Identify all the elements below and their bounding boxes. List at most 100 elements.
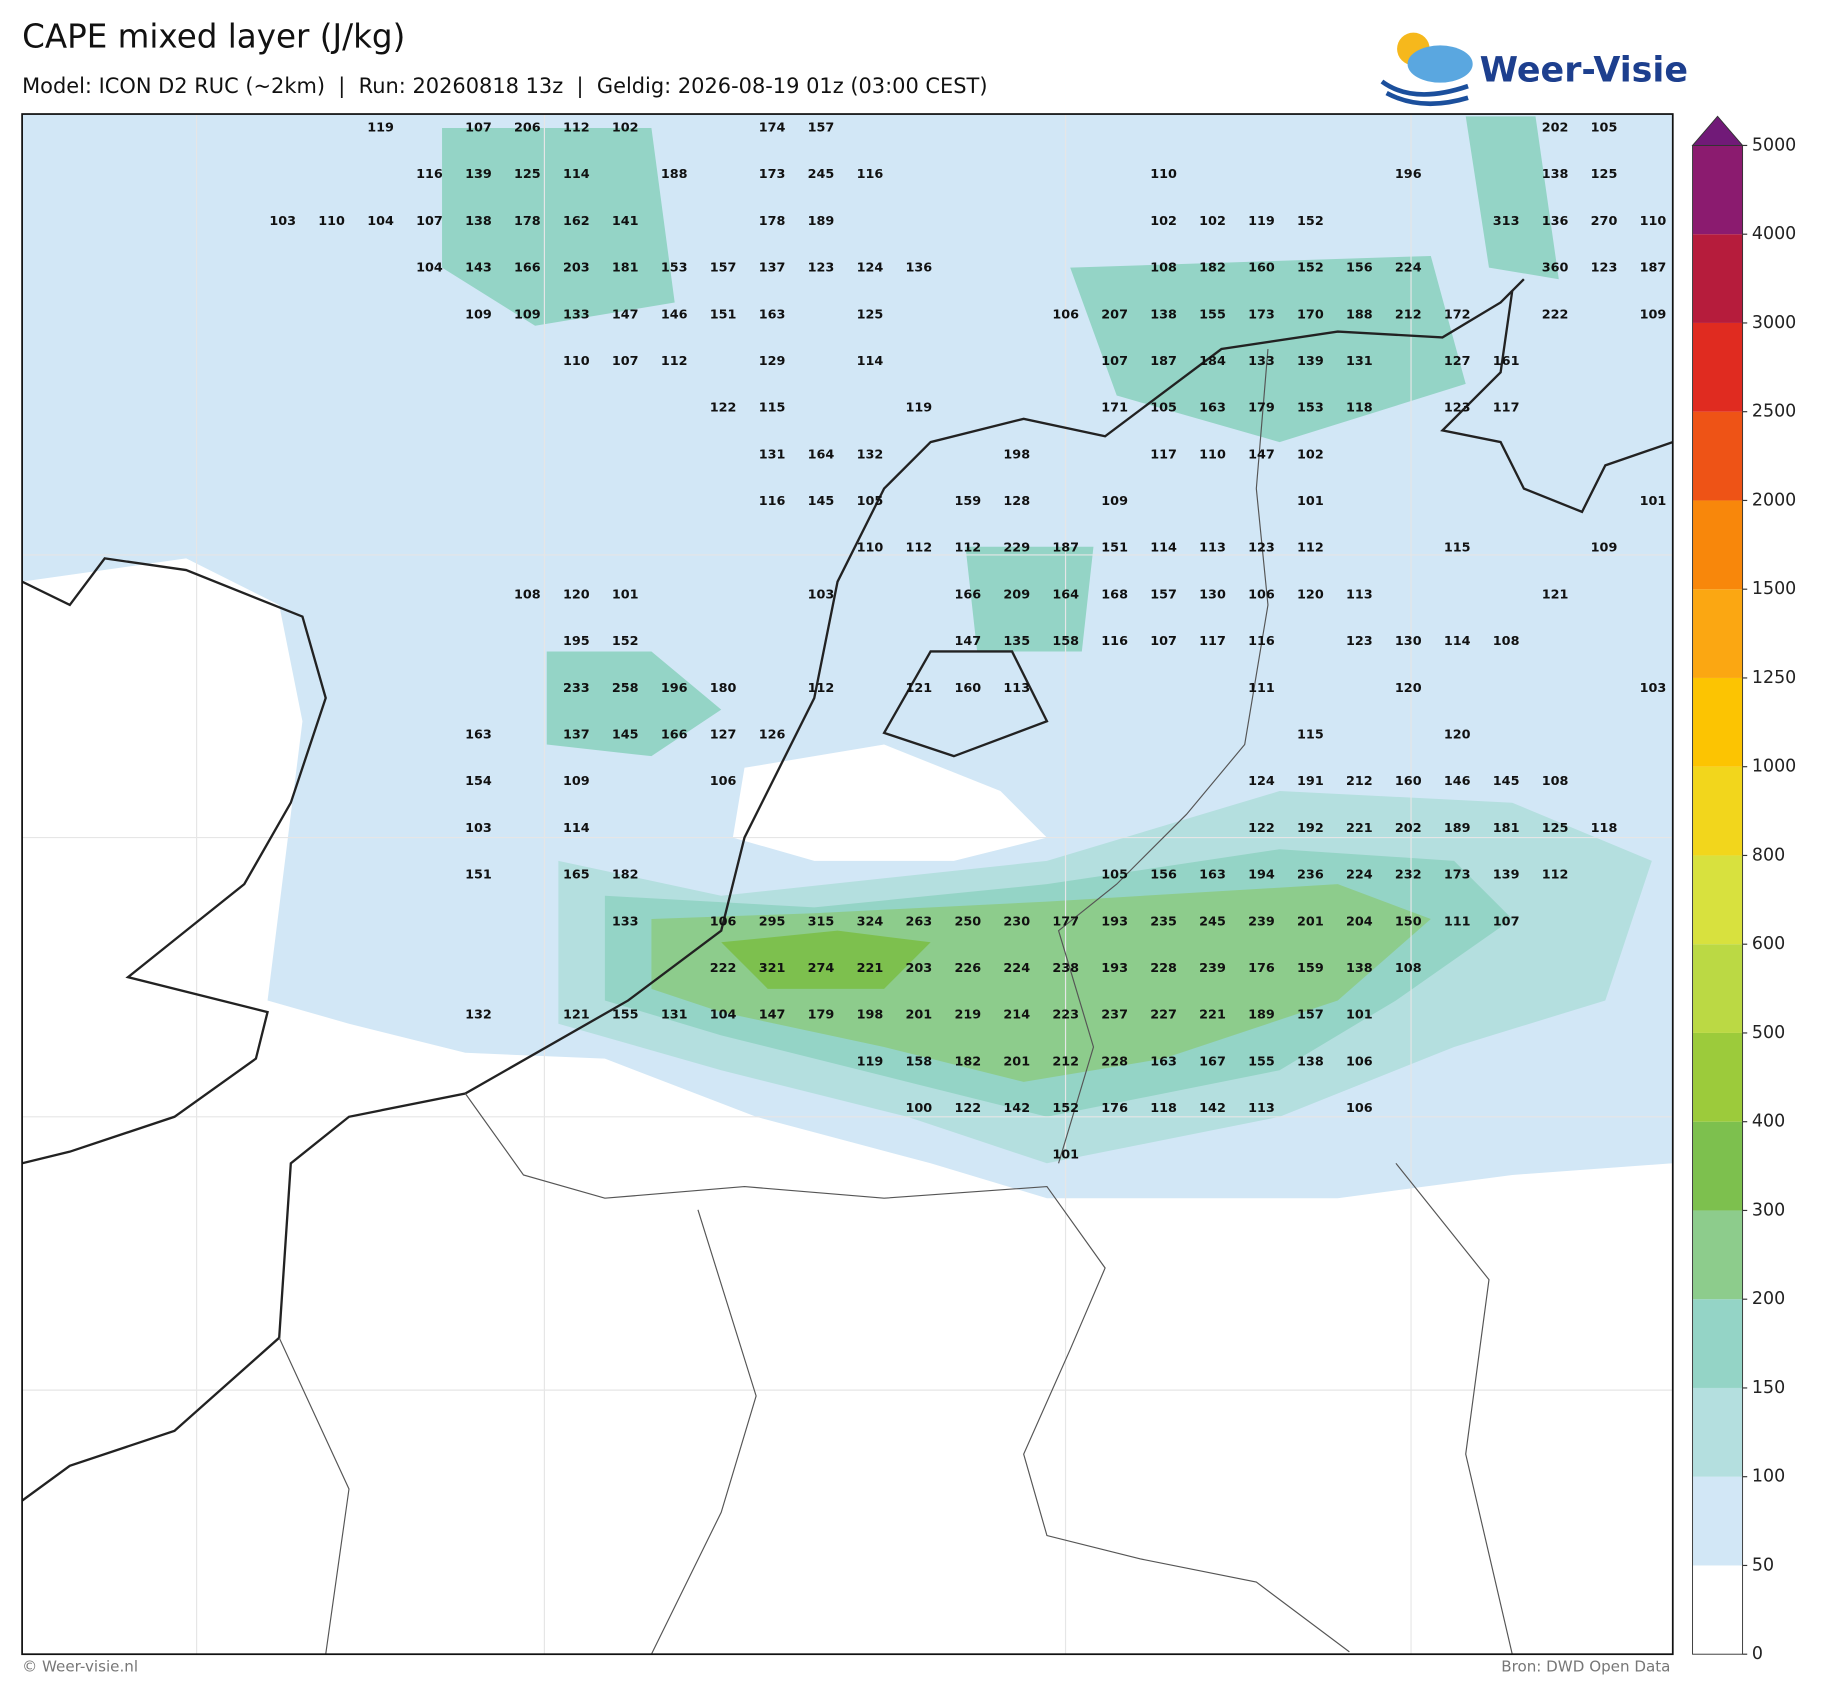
cape-value: 126 (759, 728, 786, 743)
cape-value: 131 (1346, 354, 1373, 369)
cape-value: 147 (612, 307, 639, 322)
cape-value: 164 (1052, 587, 1079, 602)
cape-value: 128 (1003, 494, 1030, 509)
colorbar-segment (1692, 145, 1743, 235)
cape-value: 125 (857, 307, 884, 322)
cape-value: 181 (612, 261, 639, 276)
cape-value: 239 (1248, 914, 1275, 929)
colorbar-segment (1692, 1032, 1743, 1122)
cape-value: 107 (465, 121, 492, 136)
cape-value: 105 (1150, 401, 1177, 416)
cape-value: 101 (1640, 494, 1667, 509)
cape-value: 115 (759, 401, 786, 416)
cape-value: 221 (1346, 821, 1373, 836)
cape-value: 116 (1101, 634, 1128, 649)
cape-value: 227 (1150, 1008, 1177, 1023)
cape-value: 105 (1591, 121, 1618, 136)
cape-value: 118 (1591, 821, 1618, 836)
cape-value: 106 (1052, 307, 1079, 322)
cape-value: 224 (1346, 868, 1373, 883)
cape-value: 114 (563, 167, 590, 182)
cape-value: 203 (563, 261, 590, 276)
cape-value: 123 (1248, 541, 1275, 556)
cape-value: 136 (906, 261, 933, 276)
colorbar-tick-label: 500 (1752, 1023, 1785, 1043)
cape-value: 112 (563, 121, 590, 136)
cape-value: 165 (563, 868, 590, 883)
colorbar-segment (1692, 500, 1743, 590)
colorbar-tick-label: 50 (1752, 1555, 1774, 1575)
colorbar-segment (1692, 411, 1743, 501)
cape-value: 114 (563, 821, 590, 836)
cape-value: 114 (1444, 634, 1471, 649)
colorbar-segment (1692, 1476, 1743, 1566)
cape-value: 188 (1346, 307, 1373, 322)
cape-value: 161 (1493, 354, 1520, 369)
logo-cloud (1407, 45, 1473, 83)
cape-value: 123 (808, 261, 835, 276)
cape-value: 103 (808, 587, 835, 602)
cape-value: 179 (808, 1008, 835, 1023)
cape-value: 110 (1199, 447, 1226, 462)
cape-value: 201 (906, 1008, 933, 1023)
cape-value: 107 (1493, 914, 1520, 929)
cape-value: 119 (906, 401, 933, 416)
cape-value: 196 (1395, 167, 1422, 182)
colorbar-tick-label: 4000 (1752, 224, 1796, 244)
cape-value: 120 (1395, 681, 1422, 696)
cape-value: 113 (1199, 541, 1226, 556)
colorbar-extend (1691, 115, 1744, 146)
cape-value: 155 (612, 1008, 639, 1023)
cape-value: 232 (1395, 868, 1422, 883)
cape-value: 163 (465, 728, 492, 743)
cape-value: 162 (563, 214, 590, 229)
cape-value: 112 (808, 681, 835, 696)
cape-value: 101 (612, 587, 639, 602)
cape-value: 118 (1346, 401, 1373, 416)
cape-value: 250 (954, 914, 981, 929)
cape-value: 110 (563, 354, 590, 369)
logo-waves (1380, 79, 1469, 107)
cape-value: 235 (1150, 914, 1177, 929)
cape-value: 133 (563, 307, 590, 322)
cape-value: 118 (1150, 1101, 1177, 1116)
colorbar-segment (1692, 677, 1743, 767)
cape-value: 104 (416, 261, 443, 276)
cape-value: 191 (1297, 774, 1324, 789)
cape-value: 226 (954, 961, 981, 976)
cape-value: 116 (857, 167, 884, 182)
cape-value: 131 (759, 447, 786, 462)
cape-value: 196 (661, 681, 688, 696)
cape-value: 313 (1493, 214, 1520, 229)
cape-value: 117 (1493, 401, 1520, 416)
cape-value: 112 (1542, 868, 1569, 883)
cape-value: 122 (954, 1101, 981, 1116)
colorbar-tick-label: 3000 (1752, 313, 1796, 333)
cape-value: 158 (1052, 634, 1079, 649)
cape-value: 147 (759, 1008, 786, 1023)
colorbar-tick-label: 300 (1752, 1200, 1785, 1220)
cape-value: 123 (1346, 634, 1373, 649)
cape-value: 112 (1297, 541, 1324, 556)
cape-value: 166 (954, 587, 981, 602)
cape-value: 103 (269, 214, 296, 229)
colorbar-tick-label: 400 (1752, 1112, 1785, 1132)
cape-value: 132 (465, 1008, 492, 1023)
cape-value: 171 (1101, 401, 1128, 416)
cape-value: 157 (1297, 1008, 1324, 1023)
cape-value: 136 (1542, 214, 1569, 229)
cape-value: 198 (1003, 447, 1030, 462)
cape-value: 182 (612, 868, 639, 883)
cape-value: 295 (759, 914, 786, 929)
cape-value: 173 (759, 167, 786, 182)
graticule (22, 114, 1673, 1655)
cape-value: 315 (808, 914, 835, 929)
cape-value: 193 (1101, 914, 1128, 929)
cape-value: 245 (808, 167, 835, 182)
cape-value: 184 (1199, 354, 1226, 369)
cape-value: 129 (759, 354, 786, 369)
cape-value: 206 (514, 121, 541, 136)
cape-value: 221 (857, 961, 884, 976)
cape-value: 188 (661, 167, 688, 182)
cape-value: 109 (1591, 541, 1618, 556)
